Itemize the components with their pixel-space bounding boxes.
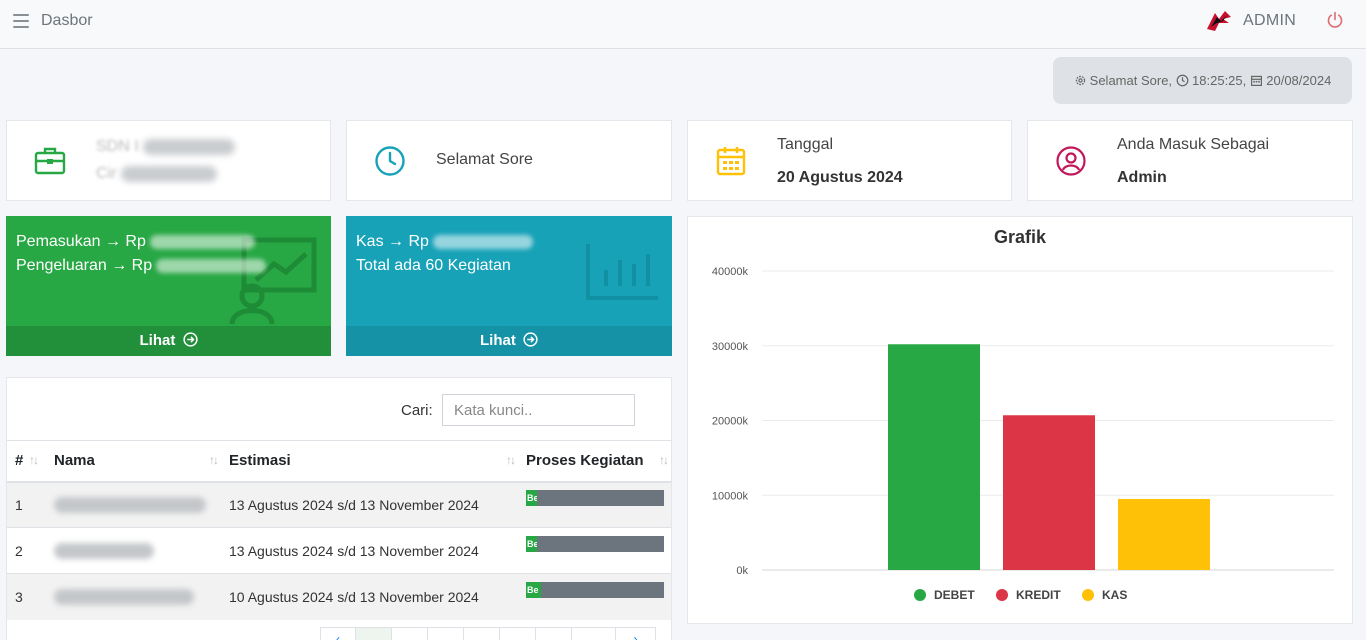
pagination-page[interactable] [464,627,500,640]
page-title: Dasbor [41,12,93,29]
briefcase-icon [34,147,66,175]
cash-box: Kas → Rp Total ada 60 Kegiatan Lihat [346,216,672,356]
column-header-proses[interactable]: Proses Kegiatan ↑↓ [518,440,671,483]
legend-label: DEBET [934,588,975,602]
finance-view-label: Lihat [139,332,176,349]
legend-marker [914,589,926,601]
pagination-page[interactable] [572,627,616,640]
expense-label: Pengeluaran → Rp [16,257,153,274]
y-tick-label: 0k [736,565,748,577]
calendar-icon [716,147,746,176]
legend-marker [1082,589,1094,601]
chart-card: Grafik 0k 10000k 20000k 30000k 40000k DEBET KR… [687,216,1353,624]
sort-icon: ↑↓ [659,453,669,467]
search-input[interactable] [442,394,635,426]
info-box-date: Tanggal 20 Agustus 2024 [687,120,1012,201]
row-number: 2 [7,527,46,574]
app-logo-icon [1207,11,1231,31]
date-label: Tanggal [777,136,834,153]
finance-box: Pemasukan → Rp Pengeluaran → Rp Lihat [6,216,331,356]
info-box-role: Anda Masuk Sebagai Admin [1027,120,1353,201]
cash-view-link[interactable]: Lihat [346,326,672,356]
arrow-circle-right-icon [523,332,538,347]
pagination-next[interactable]: › [616,627,656,640]
legend-marker [996,589,1008,601]
pagination-prev[interactable]: ‹ [320,627,356,640]
y-tick-label: 10000k [712,490,749,502]
legend-label: KAS [1102,588,1127,602]
greeting-bar: Selamat Sore, 18:25:25, 20/08/2024 [1053,57,1352,104]
role-label: Anda Masuk Sebagai [1117,136,1270,153]
pagination: ‹ › [320,627,656,640]
chart-title: Grafik [993,227,1047,247]
bar-debet [888,344,980,570]
y-tick-label: 30000k [712,341,749,353]
progress-fill: Be [526,535,538,552]
row-name [46,573,221,620]
search-label: Cari: [401,402,433,419]
table-row: 3 10 Agustus 2024 s/d 13 November 2024 B… [7,573,671,620]
row-number: 1 [7,481,46,528]
y-tick-label: 20000k [712,416,749,428]
date-value: 20 Agustus 2024 [777,169,903,186]
info-box-profile: SDN I Cir [6,120,331,201]
column-header-no[interactable]: # ↑↓ [7,440,46,483]
pagination-page[interactable] [428,627,464,640]
gear-icon [1075,75,1085,86]
profile-line-1: SDN I [96,138,139,155]
menu-toggle-icon[interactable] [13,14,29,28]
user-menu[interactable]: ADMIN [1243,12,1297,29]
finance-view-link[interactable]: Lihat [6,326,331,356]
bar-chart: 0k 10000k 20000k 30000k 40000k DEBET KREDIT KAS [712,266,1334,602]
table-row: 1 13 Agustus 2024 s/d 13 November 2024 B… [7,481,671,528]
sort-icon: ↑↓ [29,453,39,467]
activity-count-text: Total ada 60 Kegiatan [356,257,511,274]
row-name [46,527,221,574]
table-row: 2 13 Agustus 2024 s/d 13 November 2024 B… [7,527,671,574]
y-tick-label: 40000k [712,266,749,278]
column-header-estimasi[interactable]: Estimasi ↑↓ [221,440,518,483]
column-header-nama[interactable]: Nama ↑↓ [46,440,221,483]
date-text: 20/08/2024 [1266,73,1332,88]
income-label: Pemasukan → Rp [16,233,146,250]
bar-chart-icon [586,244,658,300]
info-box-greeting: Selamat Sore [346,120,672,201]
row-number: 3 [7,573,46,620]
clock-icon [375,146,405,176]
sort-icon: ↑↓ [209,453,219,467]
progress-fill: Be [526,489,538,506]
calendar-icon [1251,75,1263,86]
bar-kas [1118,498,1210,570]
clock-icon [1176,74,1189,87]
top-navbar: Dasbor ADMIN [0,0,1366,49]
sort-icon: ↑↓ [506,453,516,467]
progress-fill: Be [526,581,542,598]
greeting-text: Selamat Sore, [1089,73,1173,88]
cash-view-label: Lihat [479,332,516,349]
arrow-circle-right-icon [182,332,198,347]
time-text: 18:25:25, [1192,73,1247,88]
row-progress: Be [518,481,671,528]
pagination-page[interactable] [536,627,572,640]
pagination-page[interactable] [356,627,392,640]
row-name [46,481,221,528]
pagination-page[interactable] [500,627,536,640]
row-estimasi: 10 Agustus 2024 s/d 13 November 2024 [221,573,518,620]
power-icon[interactable] [1326,11,1344,29]
row-estimasi: 13 Agustus 2024 s/d 13 November 2024 [221,481,518,528]
user-icon [1056,146,1086,176]
greeting-label: Selamat Sore [436,151,533,168]
role-value: Admin [1117,169,1167,186]
activity-table-card: Cari: #↑↓ Nama↑↓ Estimasi↑↓ Proses Kegia… [6,377,672,640]
profile-line-2: Cir [96,165,117,182]
row-estimasi: 13 Agustus 2024 s/d 13 November 2024 [221,527,518,574]
row-progress: Be [518,573,671,620]
pagination-page[interactable] [392,627,428,640]
cash-label: Kas → Rp [356,233,429,250]
bar-kredit [1003,415,1095,570]
activity-table: # ↑↓ Nama ↑↓ Estimasi ↑↓ Proses Kegiatan ↑↓ … [7,440,671,620]
row-progress: Be [518,527,671,574]
legend-label: KREDIT [1016,588,1061,602]
